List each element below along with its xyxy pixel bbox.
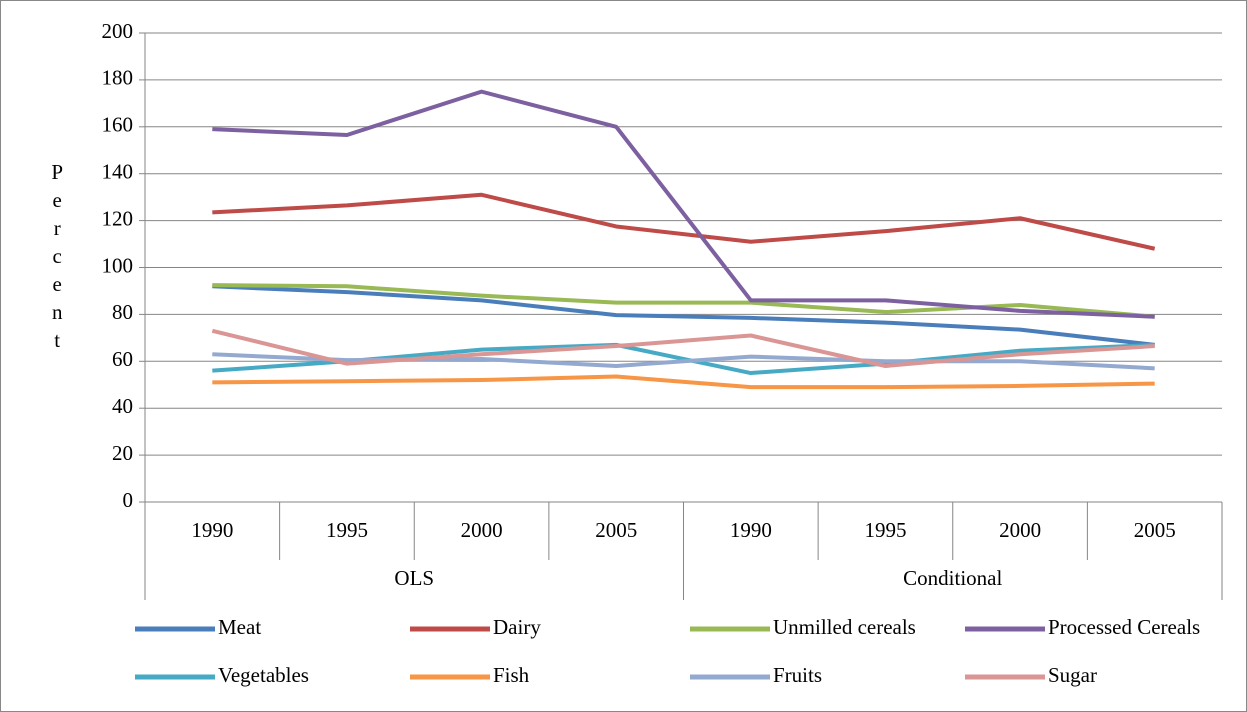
x-tick-label: 1990 [730,518,772,542]
y-tick-label: 160 [102,113,134,137]
y-tick-label: 60 [112,347,133,371]
y-tick-label: 40 [112,394,133,418]
x-tick-label: 2005 [595,518,637,542]
x-tick-label: 1995 [326,518,368,542]
series-line [212,374,1155,390]
x-tick-label: 2005 [1134,518,1176,542]
legend-label: Dairy [493,615,541,639]
series-line [212,192,1156,251]
y-tick-label: 0 [123,488,134,512]
x-tick-label: 2000 [999,518,1041,542]
series-line [212,284,1155,347]
y-tick-label: 200 [102,19,134,43]
series-line [212,89,1155,319]
y-axis-label: Percent [45,160,69,356]
y-tick-label: 80 [112,300,133,324]
series-line [212,283,1155,319]
legend-label: Meat [218,615,261,639]
x-tick-label: 2000 [461,518,503,542]
y-tick-label: 180 [102,66,134,90]
legend-label: Sugar [1048,663,1097,687]
legend-label: Fruits [773,663,822,687]
legend-label: Fish [493,663,530,687]
y-tick-label: 120 [102,206,134,230]
legend-label: Processed Cereals [1048,615,1200,639]
y-tick-label: 20 [112,441,133,465]
y-tick-label: 140 [102,160,134,184]
group-label: Conditional [903,566,1002,590]
x-tick-label: 1995 [864,518,906,542]
group-label: OLS [394,566,434,590]
series-line [212,352,1155,371]
series-line [211,328,1155,368]
legend-label: Vegetables [218,663,309,687]
legend-label: Unmilled cereals [773,615,916,639]
y-tick-label: 100 [102,253,134,277]
x-tick-label: 1990 [191,518,233,542]
